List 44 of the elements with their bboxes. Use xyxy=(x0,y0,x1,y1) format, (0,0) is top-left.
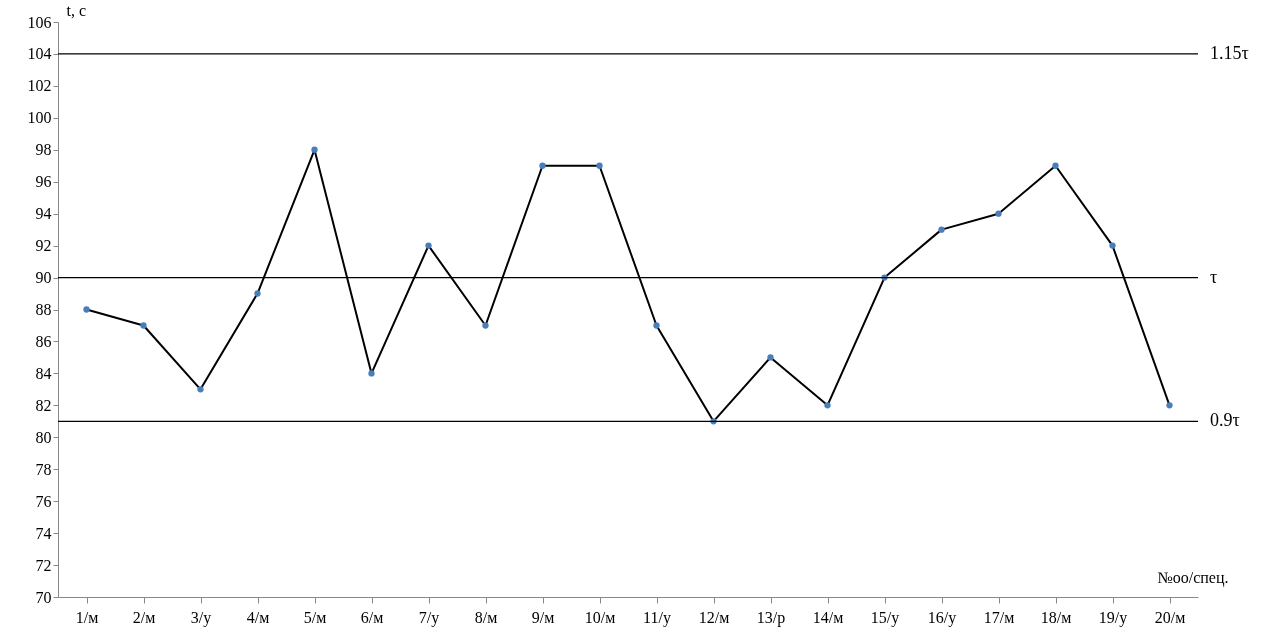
y-tick-label: 90 xyxy=(35,269,52,287)
y-tick-label: 104 xyxy=(27,45,52,63)
x-tick-label: 18/м xyxy=(1040,608,1072,626)
x-tick-label: 12/м xyxy=(698,608,730,626)
y-tick-label: 78 xyxy=(35,460,52,478)
x-tick-label: 15/у xyxy=(870,608,900,627)
x-tick-label: 14/м xyxy=(812,608,844,626)
y-axis-title: t, с xyxy=(66,1,87,19)
y-tick-label: 92 xyxy=(35,237,52,255)
x-tick-label: 16/у xyxy=(927,608,957,627)
y-tick-label: 96 xyxy=(35,173,52,191)
x-tick-label: 2/м xyxy=(132,608,156,626)
y-tick-label: 86 xyxy=(35,332,52,350)
y-tick-label: 106 xyxy=(27,13,52,31)
x-tick-label: 4/м xyxy=(246,608,270,626)
x-tick-label: 20/м xyxy=(1154,608,1186,626)
x-tick-label: 19/у xyxy=(1098,608,1128,627)
ref-line-label: 0.9τ xyxy=(1210,410,1240,431)
x-tick-label: 6/м xyxy=(360,608,384,626)
y-tick-label: 102 xyxy=(27,77,52,95)
x-tick-label: 11/у xyxy=(643,608,671,627)
x-tick-label: 7/у xyxy=(418,608,440,627)
x-tick-label: 13/р xyxy=(756,608,786,627)
y-tick-label: 74 xyxy=(35,524,52,542)
ref-line-label: 1.15τ xyxy=(1210,42,1249,63)
x-tick-label: 9/м xyxy=(531,608,555,626)
y-tick-label: 76 xyxy=(35,492,52,510)
y-tick-label: 70 xyxy=(35,588,52,606)
x-tick-label: 3/у xyxy=(190,608,212,627)
ref-line-label: τ xyxy=(1210,266,1218,287)
y-tick-label: 100 xyxy=(27,109,52,127)
y-tick-label: 94 xyxy=(35,205,52,223)
y-tick-label: 82 xyxy=(35,396,52,414)
y-tick-label: 84 xyxy=(35,364,52,382)
x-tick-label: 8/м xyxy=(474,608,498,626)
x-tick-label: 5/м xyxy=(303,608,327,626)
x-axis-title: №оо/спец. xyxy=(1157,568,1229,587)
x-tick-label: 10/м xyxy=(584,608,616,626)
y-tick-label: 80 xyxy=(35,428,52,446)
x-tick-label: 17/м xyxy=(983,608,1015,626)
x-tick-label: 1/м xyxy=(75,608,99,626)
y-tick-label: 72 xyxy=(35,556,52,574)
y-tick-label: 98 xyxy=(35,141,52,159)
y-tick-label: 88 xyxy=(35,301,52,318)
